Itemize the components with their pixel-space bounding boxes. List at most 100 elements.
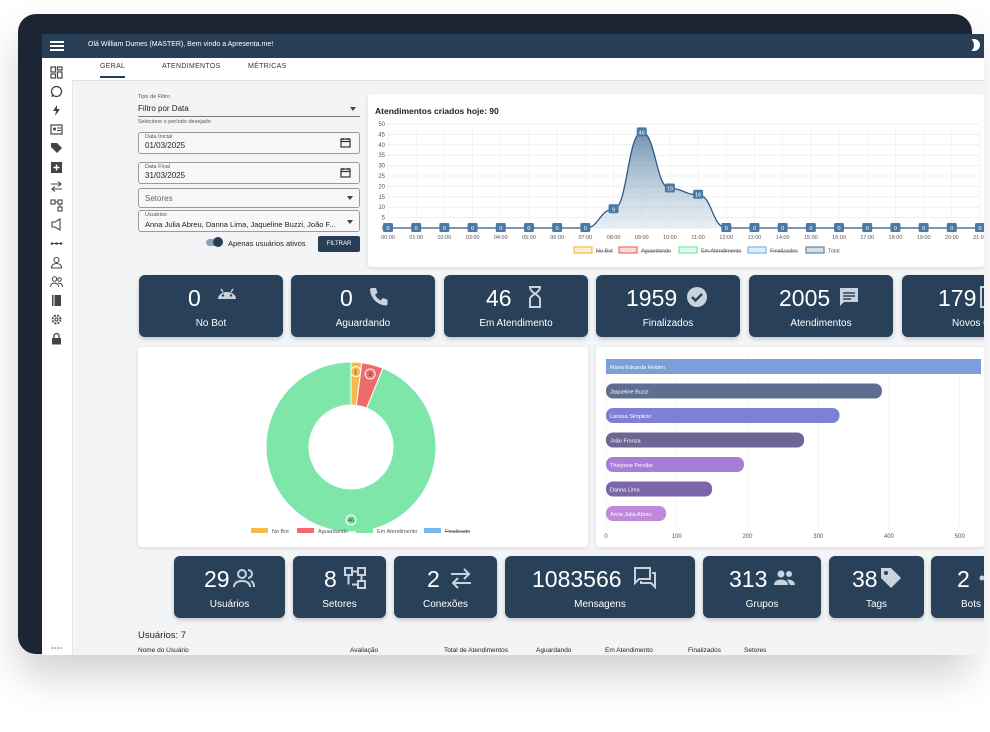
calendar-icon[interactable]	[340, 137, 351, 148]
stat-label: Finalizados	[642, 318, 694, 329]
active-users-toggle[interactable]	[206, 237, 223, 247]
stat-label: Conexões	[422, 599, 469, 610]
svg-text:0: 0	[725, 226, 728, 232]
user-bar[interactable]	[606, 408, 840, 423]
add-box-icon[interactable]	[50, 161, 63, 174]
menu-icon[interactable]	[50, 39, 64, 53]
user-bar[interactable]	[606, 383, 882, 399]
gear-icon[interactable]	[50, 313, 63, 326]
user-bar-card: 0 100 200 300 400 500 Maria Eduarda Heiden Jaqu…	[596, 347, 984, 547]
team-icon[interactable]	[50, 275, 63, 288]
user-bar[interactable]	[606, 432, 805, 448]
legend-item[interactable]: No Bot	[573, 246, 613, 255]
svg-text:0: 0	[809, 226, 812, 232]
svg-text:0: 0	[781, 226, 784, 232]
dashboard-icon[interactable]	[50, 66, 63, 79]
user-bar[interactable]	[606, 457, 744, 472]
filter-button[interactable]: FILTRAR	[318, 236, 360, 252]
x-tick-label: 300	[813, 534, 824, 540]
x-tick-label: 500	[955, 534, 966, 540]
flash-icon[interactable]	[50, 104, 63, 117]
data-label: 0	[946, 223, 957, 232]
active-users-label: Apenas usuários ativos	[228, 239, 306, 248]
col-waiting[interactable]: Aguardando	[536, 647, 572, 654]
svg-text:16: 16	[695, 193, 701, 199]
col-in-service[interactable]: Em Atendimento	[605, 647, 653, 654]
end-date-value: 31/03/2025	[145, 171, 186, 180]
svg-text:Finalizado: Finalizado	[445, 529, 470, 535]
user-bar[interactable]	[606, 506, 667, 521]
legend-item[interactable]: Total	[805, 246, 840, 255]
stat-card-tags: 38 Tags	[829, 556, 924, 618]
legend-item[interactable]: Em Atendimento	[678, 246, 741, 255]
tab-metricas[interactable]: MÉTRICAS	[248, 63, 287, 70]
sidebar	[42, 58, 73, 655]
x-tick-label: 200	[743, 534, 754, 540]
book-icon[interactable]	[50, 294, 63, 307]
bar-label: João Fronza	[610, 439, 642, 445]
svg-text:19: 19	[667, 186, 673, 192]
legend-item[interactable]: Finalizados	[747, 246, 798, 255]
contacts-icon[interactable]	[50, 123, 63, 136]
col-total[interactable]: Total de Atendimentos	[444, 647, 508, 654]
users-value: Anna Julia Abreu, Danna Lima, Jaqueline …	[145, 220, 336, 229]
col-sectors[interactable]: Setores	[744, 647, 767, 654]
tab-geral[interactable]: GERAL	[100, 63, 126, 78]
total-line	[388, 131, 980, 229]
filter-type-select[interactable]: Filtro por Data	[138, 102, 360, 117]
tab-bar: GERAL ATENDIMENTOS MÉTRICAS	[72, 58, 984, 81]
stat-value: 8	[324, 566, 337, 592]
x-tick-label: 17:00	[860, 235, 874, 241]
svg-text:9: 9	[612, 207, 615, 213]
donut-legend-item[interactable]: Aguardando	[297, 528, 348, 535]
svg-text:0: 0	[527, 226, 530, 232]
sectors-icon[interactable]	[50, 199, 63, 212]
tag-icon[interactable]	[50, 142, 63, 155]
svg-text:Total: Total	[828, 249, 840, 255]
bar-label: Maria Eduarda Heiden	[610, 365, 665, 371]
col-finished[interactable]: Finalizados	[688, 647, 721, 654]
svg-text:0: 0	[894, 226, 897, 232]
svg-text:0: 0	[443, 226, 446, 232]
hourglass-icon	[529, 286, 541, 308]
col-user-name[interactable]: Nome do Usuário	[138, 647, 189, 654]
tab-atendimentos[interactable]: ATENDIMENTOS	[162, 63, 221, 70]
campaign-icon[interactable]	[50, 218, 63, 231]
stat-value: 2	[957, 566, 970, 592]
col-rating[interactable]: Avaliação	[350, 647, 379, 654]
user-bar[interactable]	[606, 359, 981, 374]
legend-item[interactable]: Aguardando	[618, 246, 671, 255]
sectors-select[interactable]: Setores	[138, 188, 360, 208]
chevron-down-icon	[350, 107, 356, 111]
stat-card-finalizados: 1959 Finalizados	[596, 275, 740, 337]
status-donut-card: 1 2 46 No Bot Aguardando Em Atendimento Finali…	[138, 347, 588, 547]
chevron-down-icon	[347, 220, 353, 224]
donut-slice[interactable]	[265, 361, 437, 533]
filter-type-value: Filtro por Data	[138, 104, 189, 113]
donut-legend-item[interactable]: Finalizado	[424, 528, 470, 535]
integration-icon[interactable]	[50, 237, 63, 250]
sectors-placeholder: Setores	[145, 194, 173, 203]
lock-icon[interactable]	[50, 332, 63, 345]
stat-label: Tags	[865, 599, 888, 610]
y-tick-label: 15	[378, 195, 385, 201]
user-bar[interactable]	[606, 481, 713, 497]
end-date-field[interactable]: Data Final 31/03/2025	[138, 162, 360, 184]
users-select[interactable]: Usuários Anna Julia Abreu, Danna Lima, J…	[138, 210, 360, 232]
x-tick-label: 19:00	[917, 235, 931, 241]
whatsapp-icon[interactable]	[50, 85, 63, 98]
stat-card-novos-co: 179 Novos Co	[902, 275, 984, 337]
dark-mode-icon[interactable]	[965, 39, 980, 51]
status-donut-chart: 1 2 46 No Bot Aguardando Em Atendimento Finali…	[251, 361, 470, 535]
x-tick-label: 10:00	[663, 235, 677, 241]
calendar-icon[interactable]	[340, 167, 351, 178]
donut-legend-item[interactable]: No Bot	[251, 528, 289, 535]
stat-label: Novos Co	[952, 318, 984, 329]
start-date-field[interactable]: Data Inicial 01/03/2025	[138, 132, 360, 154]
hourly-chart-card: Atendimentos criados hoje: 90 0510152025…	[368, 94, 984, 267]
user-icon[interactable]	[50, 256, 63, 269]
start-date-label: Data Inicial	[145, 134, 173, 140]
donut-legend-item[interactable]: Em Atendimento	[356, 528, 417, 535]
data-label: 46	[636, 127, 647, 137]
swap-icon[interactable]	[50, 180, 63, 193]
